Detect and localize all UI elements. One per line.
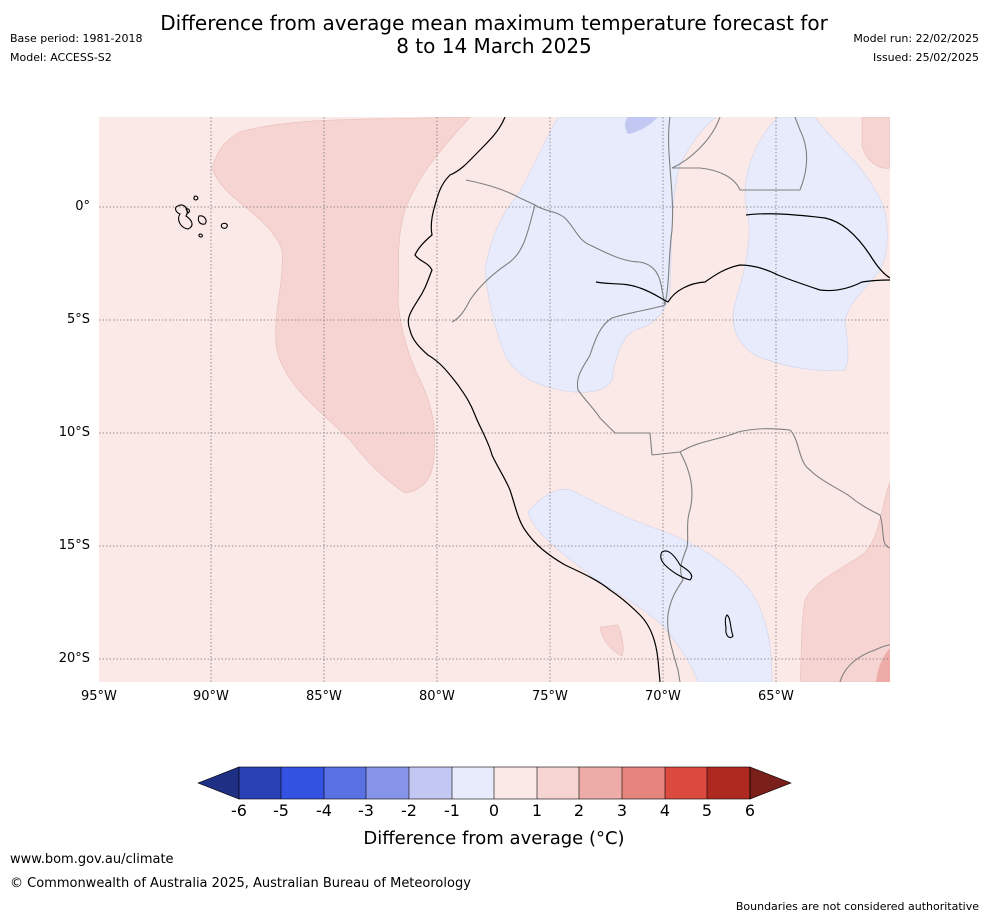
title-line-1: Difference from average mean maximum tem… [160,11,828,35]
copyright-notice: © Commonwealth of Australia 2025, Austra… [10,876,471,891]
lon-label: 80°W [419,689,455,704]
colorbar-bin [239,767,282,799]
lon-label: 65°W [758,689,794,704]
colorbar [197,766,792,800]
colorbar-tick: 1 [531,801,543,820]
lat-label: 5°S [66,312,90,327]
colorbar-high-extend [749,766,792,800]
warm-anomaly-region-pacific [211,117,471,494]
colorbar-bin [622,767,665,799]
model-run: Model run: 22/02/2025 [853,32,979,45]
colorbar-tick: 0 [488,801,500,820]
colorbar-bin [324,767,367,799]
lon-label: 85°W [306,689,342,704]
issued-date: Issued: 25/02/2025 [872,51,979,64]
colorbar-bin [579,767,622,799]
colorbar-bin [537,767,580,799]
colorbar-bin [366,767,409,799]
warm-anomaly-region-se [799,481,890,682]
lake-titicaca [660,550,693,581]
coastline [407,117,661,682]
galapagos-islands [175,195,228,238]
colorbar-tick: 5 [701,801,713,820]
colorbar-bin [494,767,537,799]
colorbar-tick: -6 [231,801,247,820]
colorbar-tick: 2 [573,801,585,820]
lat-label: 0° [75,199,90,214]
colorbar-tick: -2 [401,801,417,820]
colorbar-title: Difference from average (°C) [363,828,625,849]
colorbar-bin [281,767,324,799]
lon-label: 90°W [193,689,229,704]
lon-label: 75°W [532,689,568,704]
amazon-river [595,264,890,303]
lon-label: 70°W [645,689,681,704]
cool-anomaly-region-small [625,117,658,134]
model-name: Model: ACCESS-S2 [10,51,112,64]
warm-anomaly-region-small [599,624,624,657]
colorbar-bin [665,767,708,799]
lat-label: 20°S [58,651,90,666]
colorbar-bin [409,767,452,799]
boundaries-disclaimer: Boundaries are not considered authoritat… [735,900,979,913]
cool-anomaly-region-altiplano [527,489,773,682]
website-link[interactable]: www.bom.gov.au/climate [10,852,174,867]
colorbar-tick: 4 [659,801,671,820]
lat-label: 10°S [58,425,90,440]
warm-anomaly-region-ne [861,117,890,169]
map-title: Difference from average mean maximum tem… [0,12,988,58]
colorbar-bin [452,767,495,799]
colorbar-tick: -3 [358,801,374,820]
base-period: Base period: 1981-2018 [10,32,143,45]
colorbar-tick: 6 [744,801,756,820]
colorbar-tick: -5 [273,801,289,820]
colorbar-tick: -1 [444,801,460,820]
colorbar-low-extend [197,766,240,800]
colorbar-bin [707,767,750,799]
national-boundaries [451,117,890,682]
title-line-2: 8 to 14 March 2025 [396,34,592,58]
cool-anomaly-region-east [732,117,888,371]
colorbar-tick: -4 [316,801,332,820]
lat-label: 15°S [58,538,90,553]
lake-poopo [724,614,734,639]
colorbar-tick: 3 [616,801,628,820]
warm-anomaly-region-corner [876,648,890,682]
lon-label: 95°W [81,689,117,704]
river-northeast [745,213,890,279]
graticule [99,117,890,682]
